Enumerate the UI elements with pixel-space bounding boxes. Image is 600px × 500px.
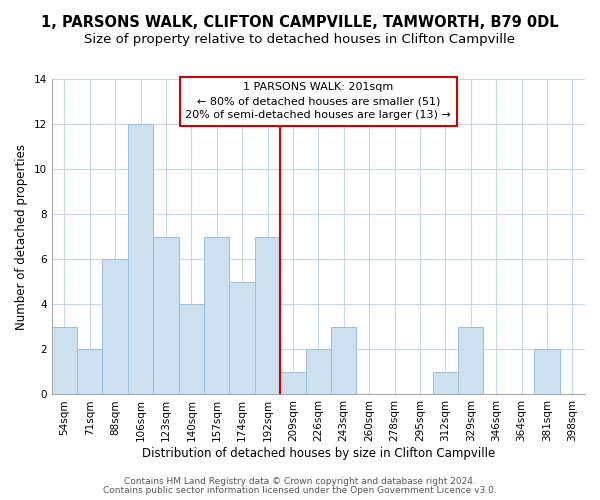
Bar: [204, 236, 229, 394]
Bar: [128, 124, 153, 394]
Bar: [305, 350, 331, 395]
Text: 1 PARSONS WALK: 201sqm
← 80% of detached houses are smaller (51)
20% of semi-det: 1 PARSONS WALK: 201sqm ← 80% of detached…: [185, 82, 451, 120]
Bar: [255, 236, 280, 394]
Bar: [77, 350, 103, 395]
Text: 1, PARSONS WALK, CLIFTON CAMPVILLE, TAMWORTH, B79 0DL: 1, PARSONS WALK, CLIFTON CAMPVILLE, TAMW…: [41, 15, 559, 30]
Y-axis label: Number of detached properties: Number of detached properties: [15, 144, 28, 330]
X-axis label: Distribution of detached houses by size in Clifton Campville: Distribution of detached houses by size …: [142, 447, 495, 460]
Text: Size of property relative to detached houses in Clifton Campville: Size of property relative to detached ho…: [85, 32, 515, 46]
Bar: [331, 327, 356, 394]
Bar: [458, 327, 484, 394]
Bar: [103, 260, 128, 394]
Bar: [280, 372, 305, 394]
Bar: [52, 327, 77, 394]
Text: Contains HM Land Registry data © Crown copyright and database right 2024.: Contains HM Land Registry data © Crown c…: [124, 477, 476, 486]
Text: Contains public sector information licensed under the Open Government Licence v3: Contains public sector information licen…: [103, 486, 497, 495]
Bar: [534, 350, 560, 395]
Bar: [179, 304, 204, 394]
Bar: [153, 236, 179, 394]
Bar: [229, 282, 255, 395]
Bar: [433, 372, 458, 394]
